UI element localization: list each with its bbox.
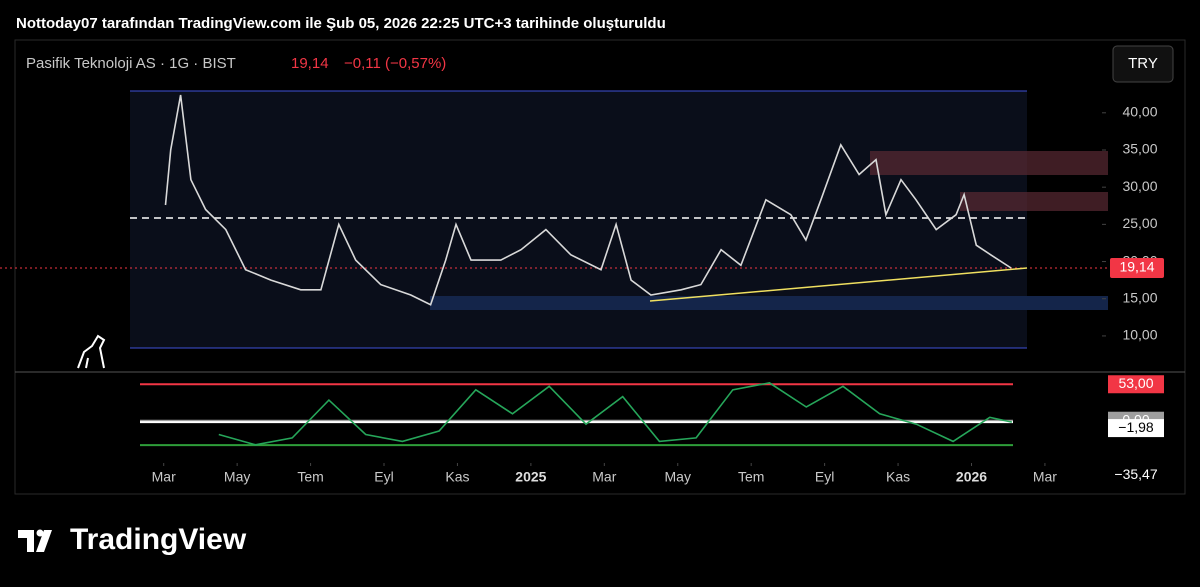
x-tick-label: Eyl: [815, 469, 834, 485]
last-price-box: [1110, 257, 1164, 278]
footer-logo: [18, 529, 52, 552]
resistance-zone: [960, 192, 1108, 211]
last-price: 19,14: [291, 55, 329, 72]
level-box: [1108, 375, 1164, 394]
x-tick-label: May: [224, 469, 250, 485]
support-zone: [430, 296, 1108, 310]
series-line: [218, 382, 1013, 446]
y-tick-label: 10,00: [1122, 327, 1157, 343]
level-label: −35,47: [1114, 466, 1157, 482]
x-tick-label: Mar: [152, 469, 176, 485]
x-tick-label: May: [665, 469, 691, 485]
y-tick-label: 35,00: [1122, 141, 1157, 157]
symbol: Pasifik Teknoloji AS · 1G · BIST: [26, 55, 236, 72]
x-tick-label: Mar: [1033, 469, 1057, 485]
x-tick-label: Kas: [886, 469, 910, 485]
trend-line: [649, 267, 1028, 302]
y-tick-label: 40,00: [1122, 104, 1157, 120]
level-box: [1108, 419, 1164, 438]
logo-mark: [18, 530, 52, 552]
y-tick-label: 25,00: [1122, 215, 1157, 231]
y-tick-label: 15,00: [1122, 289, 1157, 305]
header-title: Nottoday07 tarafından TradingView.com il…: [16, 15, 666, 32]
currency-label[interactable]: TRY: [1128, 55, 1158, 72]
series-line: [164, 94, 1012, 306]
resistance-zone: [870, 151, 1108, 175]
logo-icon: [77, 334, 106, 369]
x-tick-label: Tem: [738, 469, 764, 485]
x-tick-label: 2025: [515, 469, 546, 485]
x-tick-label: Eyl: [374, 469, 393, 485]
x-tick-label: Tem: [297, 469, 323, 485]
footer-brand: TradingView: [70, 523, 247, 556]
level-label: −1,98: [1118, 419, 1154, 435]
x-tick-label: Mar: [592, 469, 616, 485]
level-label: 53,00: [1118, 375, 1153, 391]
last-price-label: 19,14: [1119, 259, 1154, 275]
y-tick-label: 30,00: [1122, 178, 1157, 194]
currency-button[interactable]: [1112, 45, 1174, 83]
x-tick-label: 2026: [956, 469, 987, 485]
logo-dot: [36, 529, 44, 537]
x-tick-label: Kas: [445, 469, 469, 485]
price-change: −0,11 (−0,57%): [344, 55, 446, 72]
